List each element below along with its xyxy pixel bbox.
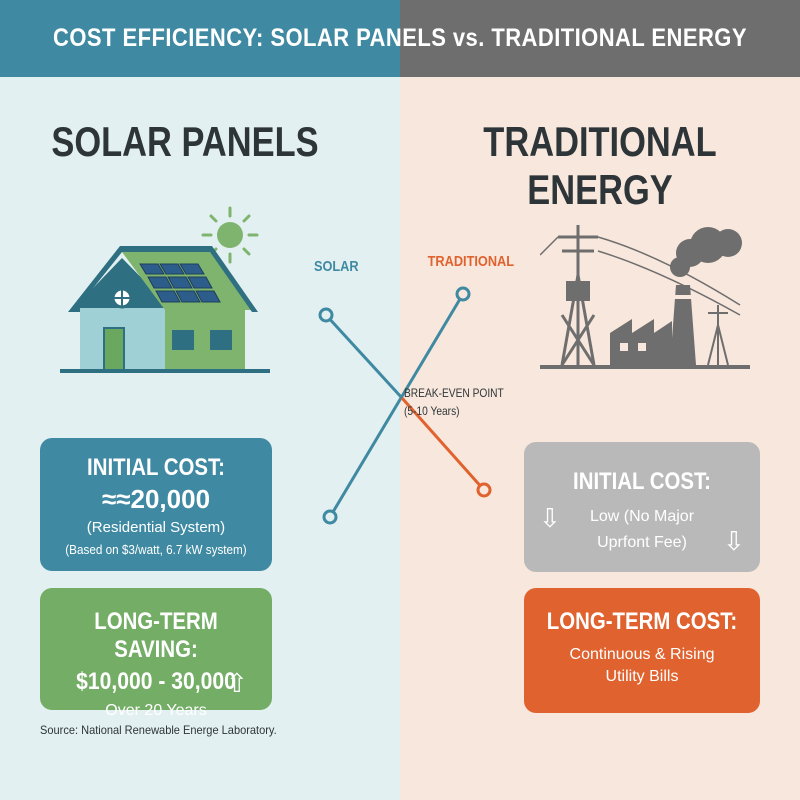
power-plant-icon: [540, 225, 750, 369]
solar-initial-cost-subtitle: (Residential System): [86, 519, 226, 536]
arrow-down-icon: ⇩: [539, 503, 561, 533]
solar-line-label: SOLAR: [313, 258, 359, 275]
source-note: Source: National Renewable Energe Labora…: [40, 723, 277, 737]
traditional-initial-cost-card: INITIAL COST: Low (No Major Uprfont Fee): [524, 442, 760, 572]
solar-long-term-saving-card: LONG-TERM SAVING: $10,000 - 30,000 Over …: [40, 588, 272, 719]
solar-line: [328, 293, 465, 518]
break-even-title: BREAK-EVEN POINT: [404, 386, 504, 400]
traditional-initial-cost-title: INITIAL COST:: [573, 468, 711, 495]
traditional-long-term-line2: Utility Bills: [605, 668, 679, 685]
break-even-years: (5-10 Years): [404, 404, 460, 418]
traditional-long-term-line1: Continuous & Rising: [569, 646, 715, 663]
traditional-start-point: [318, 307, 334, 323]
page-title: COST EFFICIENCY: SOLAR PANELS vs. TRADIT…: [53, 24, 747, 52]
header-right-band: [400, 0, 800, 77]
break-even-label: BREAK-EVEN POINT (5-10 Years): [404, 384, 515, 420]
arrow-up-icon: ⇧: [226, 668, 248, 698]
traditional-long-term-title: LONG-TERM COST:: [546, 608, 738, 635]
solar-house-icon: [60, 206, 270, 373]
traditional-long-term-cost-card: LONG-TERM COST: Continuous & Rising Util…: [524, 588, 760, 713]
solar-initial-cost-card: INITIAL COST: ≈≈20,000 (Residential Syst…: [40, 438, 272, 571]
solar-initial-cost-note: (Based on $3/watt, 6.7 kW system): [65, 542, 247, 557]
solar-saving-subtitle: Over 20 Years: [105, 702, 207, 719]
traditional-line-rise: [400, 397, 486, 491]
solar-heading: SOLAR PANELS: [51, 118, 319, 165]
traditional-line: [324, 313, 404, 400]
traditional-long-term-text: Continuous & Rising Utility Bills: [524, 644, 760, 688]
break-even-graph: [318, 286, 492, 525]
solar-initial-cost-value: ≈≈20,000: [101, 484, 211, 514]
header-left-band: [0, 0, 400, 77]
sun-icon: [201, 206, 259, 264]
traditional-line-label: TRADITIONAL: [427, 253, 515, 270]
traditional-initial-cost-line1: Low (No Major: [589, 508, 695, 525]
solar-saving-value: $10,000 - 30,000: [76, 668, 236, 695]
traditional-initial-cost-line2: Uprfont Fee): [597, 534, 687, 551]
solar-end-point: [455, 286, 471, 302]
solar-saving-title: LONG-TERM SAVING:: [94, 608, 218, 663]
traditional-initial-cost-text: Low (No Major Uprfont Fee): [524, 504, 760, 556]
traditional-end-point: [476, 482, 492, 498]
arrow-down-icon: ⇩: [723, 526, 745, 556]
traditional-heading: TRADITIONAL ENERGY: [483, 118, 717, 213]
solar-start-point: [322, 509, 338, 525]
solar-initial-cost-title: INITIAL COST:: [87, 454, 225, 481]
